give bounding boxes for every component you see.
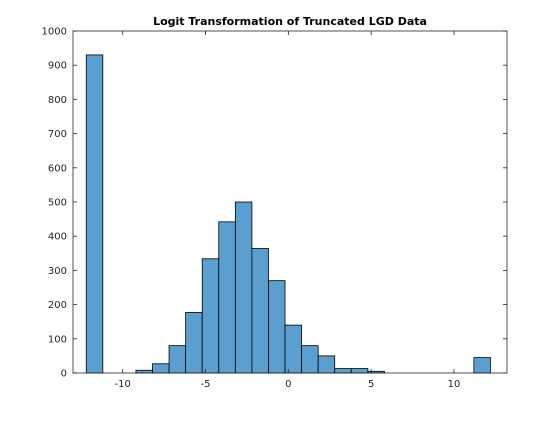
y-tick-label: 500	[48, 198, 67, 209]
histogram-bar	[218, 221, 236, 374]
chart-title: Logit Transformation of Truncated LGD Da…	[153, 15, 427, 28]
histogram-bar	[201, 258, 220, 374]
histogram-bar	[185, 312, 203, 374]
y-tick-label: 1000	[42, 27, 67, 38]
y-tick-label: 800	[48, 95, 67, 106]
histogram-bar	[152, 363, 170, 374]
histogram-bar	[301, 345, 319, 374]
histogram-bar	[251, 248, 269, 374]
x-tick-label: 0	[285, 379, 291, 390]
y-tick-label: 900	[48, 61, 67, 72]
y-tick-label: 200	[48, 300, 67, 311]
histogram-bar	[268, 280, 286, 374]
y-tick-label: 0	[61, 369, 67, 380]
y-tick-label: 300	[48, 266, 67, 277]
histogram-bar	[334, 368, 352, 374]
x-tick-label: -10	[115, 379, 131, 390]
histogram-bar	[473, 357, 491, 374]
histogram-bar	[350, 368, 369, 374]
y-tick-label: 600	[48, 163, 67, 174]
x-tick-label: 10	[448, 379, 461, 390]
histogram-bar	[135, 369, 153, 374]
histogram-bar	[317, 355, 336, 374]
y-tick-label: 700	[48, 129, 67, 140]
bars-layer	[85, 54, 491, 374]
x-tick-label: -5	[201, 379, 211, 390]
y-tick-label: 100	[48, 334, 67, 345]
plot-area-frame	[72, 30, 508, 374]
x-tick-label: 5	[368, 379, 374, 390]
histogram-bar	[284, 324, 302, 374]
y-tick-label: 400	[48, 232, 67, 243]
histogram-bar	[234, 201, 253, 374]
histogram-bar	[85, 54, 104, 374]
histogram-bar	[168, 345, 187, 374]
axes-layer: 0 100 200 300 400 500 600 700 800 900 1000 -10 -5 0 5 1…	[42, 27, 508, 390]
